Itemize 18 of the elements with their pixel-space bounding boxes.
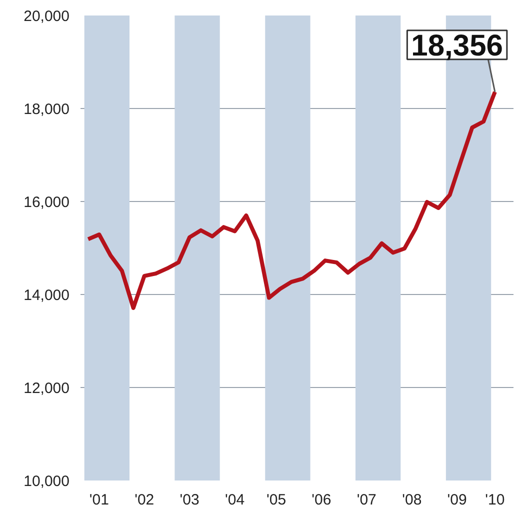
line-series [86,90,497,310]
y-tick-label: 10,000 [24,473,70,490]
x-tick-label: '09 [447,492,467,508]
y-tick-label: 18,000 [24,101,70,118]
x-tick-label: '07 [356,492,376,508]
x-tick-label: '06 [312,492,332,508]
x-tick-label: '03 [180,492,200,508]
x-tick-label: '01 [89,492,109,508]
annotation: 18,356 [411,29,503,62]
x-tick-label: '10 [485,492,505,508]
x-tick-label: '08 [402,492,422,508]
y-tick-label: 12,000 [24,380,70,397]
x-tick-label: '02 [134,492,154,508]
y-tick-label: 16,000 [24,194,70,211]
y-tick-label: 14,000 [24,287,70,304]
y-tick-label: 20,000 [24,8,70,25]
x-tick-label: '05 [266,492,286,508]
x-tick-label: '04 [225,492,245,508]
